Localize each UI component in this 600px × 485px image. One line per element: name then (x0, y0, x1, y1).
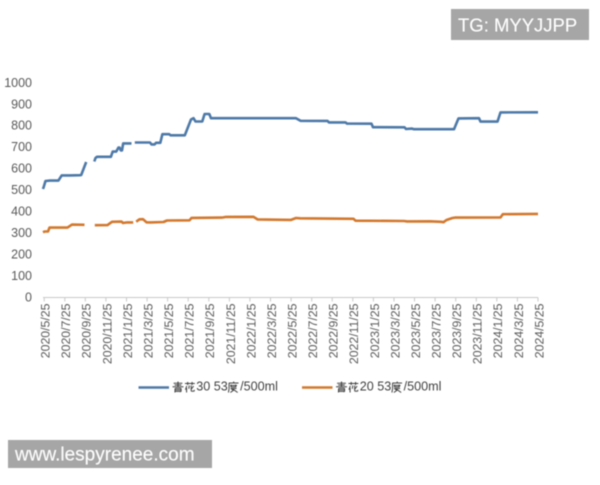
svg-text:200: 200 (11, 247, 32, 261)
svg-text:0: 0 (25, 290, 32, 304)
svg-text:2021/3/25: 2021/3/25 (141, 303, 155, 358)
svg-text:2021/11/25: 2021/11/25 (224, 303, 238, 364)
svg-text:2024/5/25: 2024/5/25 (532, 303, 546, 358)
svg-text:100: 100 (11, 269, 32, 283)
svg-text:2024/1/25: 2024/1/25 (491, 303, 505, 358)
svg-text:2022/5/25: 2022/5/25 (285, 303, 299, 358)
svg-text:2020/5/25: 2020/5/25 (39, 303, 53, 358)
svg-text:2023/3/25: 2023/3/25 (388, 303, 402, 358)
svg-text:300: 300 (11, 226, 32, 240)
svg-text:2022/9/25: 2022/9/25 (327, 303, 341, 358)
svg-text:2023/9/25: 2023/9/25 (450, 303, 464, 358)
svg-text:www.lespyrenee.com: www.lespyrenee.com (14, 445, 195, 466)
svg-text:700: 700 (11, 140, 32, 154)
svg-text:/500ml: /500ml (404, 380, 442, 394)
svg-text:1000: 1000 (4, 76, 32, 90)
svg-text:600: 600 (11, 162, 32, 176)
svg-text:20 53: 20 53 (360, 380, 392, 394)
svg-text:2022/3/25: 2022/3/25 (265, 303, 279, 358)
svg-text:2020/7/25: 2020/7/25 (59, 303, 73, 358)
svg-text:2021/1/25: 2021/1/25 (121, 303, 135, 358)
svg-text:900: 900 (11, 97, 32, 111)
svg-text:2020/11/25: 2020/11/25 (100, 303, 114, 364)
svg-text:2023/11/25: 2023/11/25 (471, 303, 485, 364)
svg-text:2024/3/25: 2024/3/25 (512, 303, 526, 358)
svg-text:2021/7/25: 2021/7/25 (183, 303, 197, 358)
svg-text:800: 800 (11, 119, 32, 133)
svg-text:400: 400 (11, 204, 32, 218)
svg-text:2021/9/25: 2021/9/25 (203, 303, 217, 358)
svg-text:500: 500 (11, 183, 32, 197)
svg-text:30 53: 30 53 (196, 380, 228, 394)
svg-text:2022/1/25: 2022/1/25 (244, 303, 258, 358)
svg-text:/500ml: /500ml (240, 380, 278, 394)
svg-text:2023/1/25: 2023/1/25 (368, 303, 382, 358)
svg-text:2020/9/25: 2020/9/25 (80, 303, 94, 358)
svg-text:TG: MYYJJPP: TG: MYYJJPP (458, 15, 577, 36)
svg-text:2023/5/25: 2023/5/25 (409, 303, 423, 358)
svg-text:2021/5/25: 2021/5/25 (162, 303, 176, 358)
svg-text:2022/11/25: 2022/11/25 (347, 303, 361, 364)
svg-text:2023/7/25: 2023/7/25 (429, 303, 443, 358)
svg-text:2022/7/25: 2022/7/25 (306, 303, 320, 358)
